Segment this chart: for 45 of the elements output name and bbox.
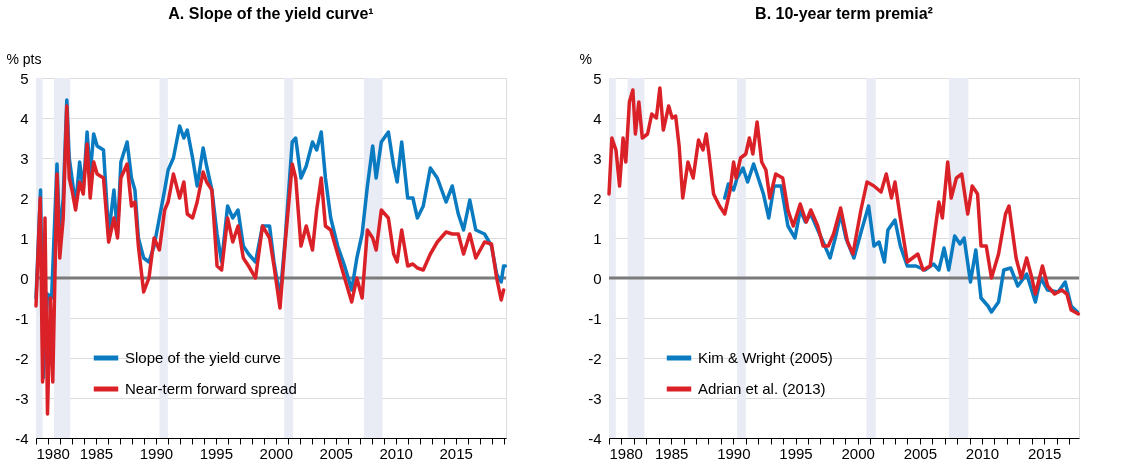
x-tick-label: 1995 <box>779 444 813 462</box>
x-tick-label: 2015 <box>1028 444 1062 462</box>
y-axis-title: % pts <box>6 50 42 67</box>
x-tick-label: 1985 <box>79 444 114 462</box>
y-tick-label: 0 <box>20 269 29 287</box>
y-tick-label: 3 <box>20 149 29 167</box>
y-tick-label: -1 <box>15 309 29 327</box>
y-tick-label: 5 <box>20 69 29 87</box>
legend-label: Adrian et al. (2013) <box>698 380 826 397</box>
y-tick-label: -4 <box>588 429 602 447</box>
y-tick-label: 5 <box>593 69 602 87</box>
legend-label: Slope of the yield curve <box>125 349 281 366</box>
y-tick-label: -1 <box>588 309 602 327</box>
y-tick-label: 2 <box>593 189 602 207</box>
line-series <box>607 86 1081 316</box>
y-tick-label: 3 <box>593 149 602 167</box>
y-tick-label: 1 <box>20 229 29 247</box>
x-tick-label: 2005 <box>903 444 938 462</box>
x-tick-label: 1990 <box>139 444 174 462</box>
x-tick-label: 2010 <box>379 444 413 462</box>
y-tick-label: 0 <box>593 269 602 287</box>
x-tick-label: 1980 <box>36 444 70 462</box>
x-tick-label: 2000 <box>841 444 875 462</box>
x-tick-label: 1990 <box>717 444 751 462</box>
y-tick-label: 4 <box>593 109 602 127</box>
y-tick-label: -2 <box>588 349 602 367</box>
x-tick-label: 1995 <box>199 444 234 462</box>
y-tick-label: -2 <box>15 349 29 367</box>
legend-label: Kim & Wright (2005) <box>698 349 833 366</box>
x-tick-label: 1980 <box>609 444 643 462</box>
x-tick-label: 2015 <box>439 444 473 462</box>
y-tick-label: 4 <box>20 109 29 127</box>
x-tick-label: 2010 <box>965 444 1000 462</box>
legend-label: Near-term forward spread <box>125 380 297 397</box>
x-tick-label: 2000 <box>259 444 293 462</box>
y-tick-label: -4 <box>15 429 29 447</box>
y-axis-title: % <box>579 50 592 67</box>
x-tick-label: 1985 <box>654 444 689 462</box>
chart-title: B. 10-year term premia² <box>755 5 933 22</box>
y-tick-label: -3 <box>588 389 602 407</box>
y-tick-label: 1 <box>593 229 602 247</box>
y-tick-label: 2 <box>20 189 29 207</box>
chart-title: A. Slope of the yield curve¹ <box>168 5 374 22</box>
x-tick-label: 2005 <box>319 444 353 462</box>
y-tick-label: -3 <box>15 389 29 407</box>
